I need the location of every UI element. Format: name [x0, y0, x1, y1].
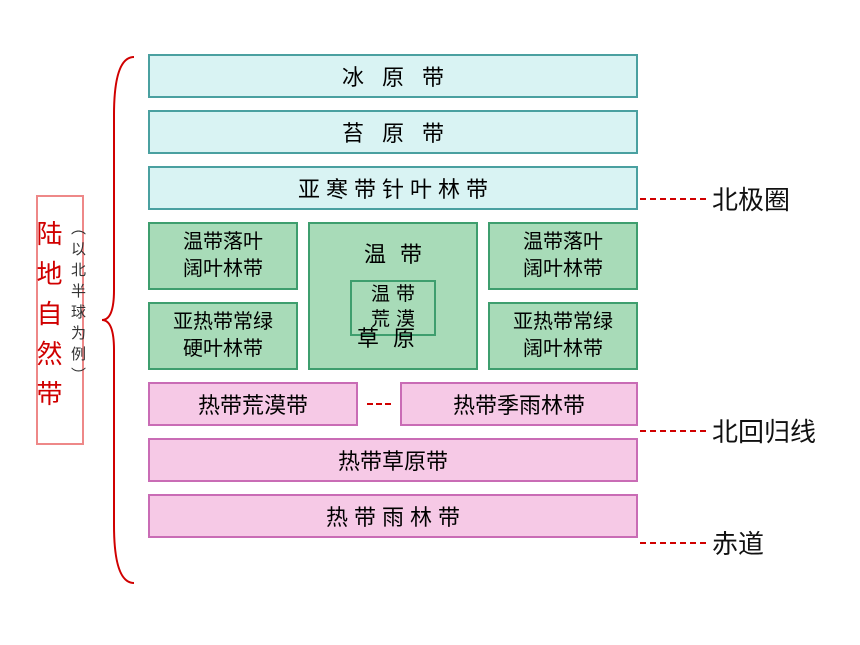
title-subtitle: （以北半球为例） — [67, 220, 88, 388]
tropic-desert: 热带荒漠带 — [148, 382, 358, 426]
temp-mid: 温带 温带 荒漠 草原 — [308, 222, 478, 370]
tropic-split-row: 热带荒漠带 热带季雨林带 — [148, 382, 638, 426]
label-arctic-text: 北极圈 — [712, 180, 790, 217]
temp-mid-top: 温带 — [364, 240, 436, 270]
temp-right-top-l2: 阔叶林带 — [523, 256, 603, 283]
dash-icon — [640, 198, 706, 200]
temp-left-top-l2: 阔叶林带 — [183, 256, 263, 283]
temperate-block: 温带落叶 阔叶林带 温带 温带 荒漠 草原 温带落叶 阔叶林带 亚热带常绿 硬叶… — [148, 222, 638, 370]
temp-right-bottom-l2: 阔叶林带 — [523, 336, 603, 363]
label-tropic-text: 北回归线 — [712, 412, 816, 449]
temp-mid-bottom: 草原 — [310, 324, 476, 354]
title-box: 陆地自然带 （以北半球为例） — [36, 195, 84, 445]
temp-right-top: 温带落叶 阔叶林带 — [488, 222, 638, 290]
zone-ice: 冰原带 — [148, 54, 638, 98]
temp-mid-inner-l1: 温带 — [371, 283, 421, 308]
dash-icon — [640, 430, 706, 432]
temp-left-bottom-l2: 硬叶林带 — [183, 336, 263, 363]
title-main: 陆地自然带 — [30, 220, 67, 420]
temp-right-bottom: 亚热带常绿 阔叶林带 — [488, 302, 638, 370]
dash-mini-icon — [367, 403, 391, 405]
temp-left-top: 温带落叶 阔叶林带 — [148, 222, 298, 290]
brace-icon — [100, 55, 140, 585]
label-equator: 赤道 — [640, 524, 764, 561]
dash-icon — [640, 542, 706, 544]
zone-tundra: 苔原带 — [148, 110, 638, 154]
zone-savanna: 热带草原带 — [148, 438, 638, 482]
temp-right-bottom-l1: 亚热带常绿 — [513, 309, 613, 336]
label-equator-text: 赤道 — [712, 524, 764, 561]
zone-boreal: 亚寒带针叶林带 — [148, 166, 638, 210]
label-tropic: 北回归线 — [640, 412, 816, 449]
title-inner: 陆地自然带 （以北半球为例） — [30, 220, 90, 420]
temp-left-bottom: 亚热带常绿 硬叶林带 — [148, 302, 298, 370]
temp-right-top-l1: 温带落叶 — [523, 229, 603, 256]
temp-left-top-l1: 温带落叶 — [183, 229, 263, 256]
zone-rainforest: 热带雨林带 — [148, 494, 638, 538]
zone-stack: 冰原带 苔原带 亚寒带针叶林带 温带落叶 阔叶林带 温带 温带 荒漠 草原 温带… — [148, 54, 638, 550]
label-arctic: 北极圈 — [640, 180, 790, 217]
tropic-monsoon: 热带季雨林带 — [400, 382, 638, 426]
temp-left-bottom-l1: 亚热带常绿 — [173, 309, 273, 336]
